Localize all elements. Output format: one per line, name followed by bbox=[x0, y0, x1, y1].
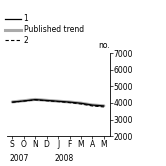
Text: 2007: 2007 bbox=[10, 154, 29, 163]
Legend: 1, Published trend, 2: 1, Published trend, 2 bbox=[5, 14, 84, 45]
Text: 2008: 2008 bbox=[55, 154, 74, 163]
Text: no.: no. bbox=[98, 41, 110, 50]
